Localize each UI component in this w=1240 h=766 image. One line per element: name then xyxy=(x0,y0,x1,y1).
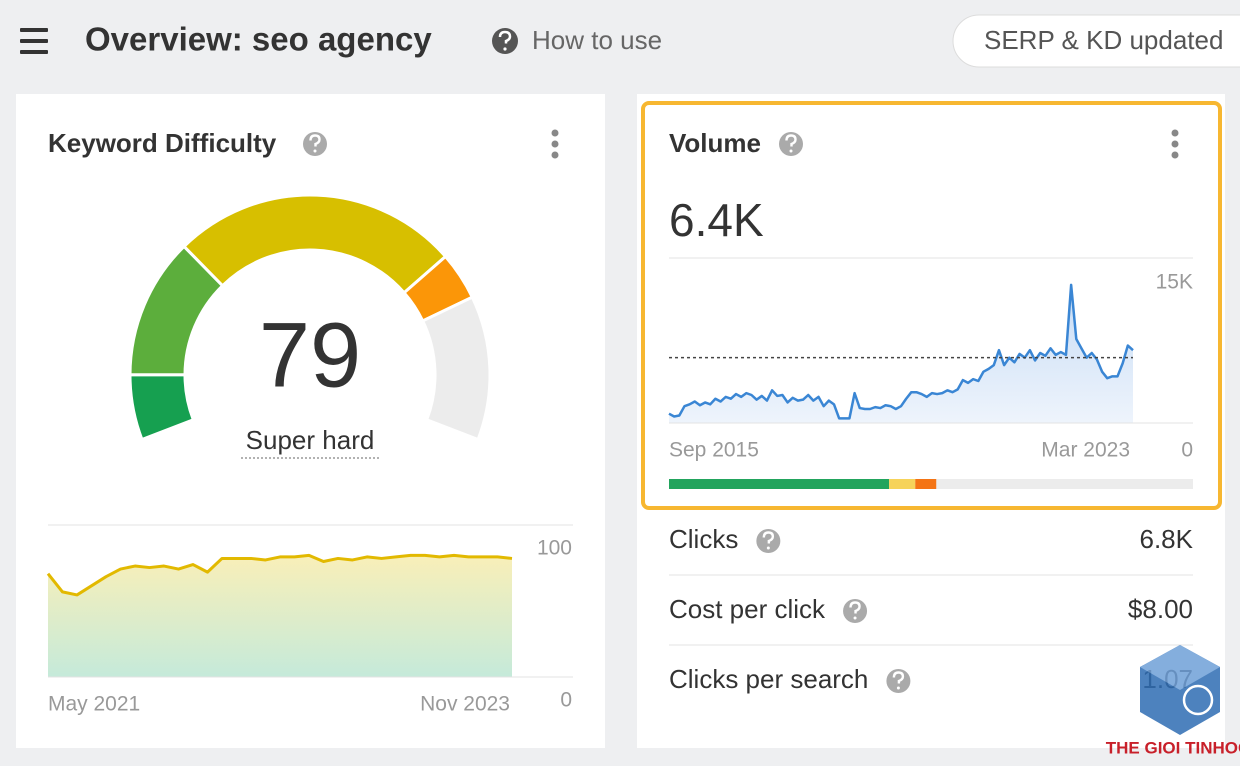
help-dot xyxy=(789,149,793,153)
line xyxy=(46,553,513,597)
help-icon xyxy=(886,669,911,693)
help-glyph xyxy=(785,134,797,147)
intent-segment xyxy=(889,479,916,489)
badge-text: SERP & KD updated xyxy=(984,25,1223,55)
help-text: How to use xyxy=(532,25,662,55)
kd-value: 79 xyxy=(259,304,361,406)
help-dot xyxy=(896,686,900,690)
help-dot xyxy=(853,616,857,620)
watermark-text: THE GIOI TINHOC xyxy=(1106,738,1240,757)
kd-title: Keyword Difficulty xyxy=(48,128,277,158)
kd-label: Super hard xyxy=(246,425,375,455)
volume-menu[interactable] xyxy=(1171,129,1179,159)
y-tick-label: 15K xyxy=(1156,271,1193,294)
logo-face xyxy=(1140,645,1220,690)
volume-value: 6.4K xyxy=(669,194,764,246)
x-label: Nov 2023 xyxy=(420,693,510,716)
x-label: Mar 2023 xyxy=(1041,439,1130,462)
help-link[interactable]: How to use xyxy=(492,25,662,55)
logo-globe xyxy=(1182,684,1214,716)
help-glyph xyxy=(849,601,861,614)
help-dot xyxy=(313,149,317,153)
page-title: Overview: seo agency xyxy=(85,21,432,58)
metric-value: 6.8K xyxy=(1140,524,1194,554)
gauge-track xyxy=(420,295,492,442)
volume-title: Volume xyxy=(669,128,761,158)
help-dot xyxy=(766,546,770,550)
intent-segment xyxy=(915,479,937,489)
watermark-logo xyxy=(1140,645,1220,735)
highlight-box xyxy=(641,101,1222,510)
x-label: Sep 2015 xyxy=(669,439,759,462)
help-icon xyxy=(756,529,781,553)
help-glyph xyxy=(309,134,321,147)
y-tick-label: 0 xyxy=(560,689,572,712)
area xyxy=(669,284,1133,423)
metric-value: $8.00 xyxy=(1128,594,1193,624)
help-glyph xyxy=(762,531,775,544)
help-icon xyxy=(779,132,803,156)
intent-segment xyxy=(669,479,890,489)
metric-label: Cost per click xyxy=(669,594,826,624)
metric-label: Clicks xyxy=(669,524,738,554)
gauge-fill xyxy=(181,193,448,295)
x-label: May 2021 xyxy=(48,693,140,716)
menu-button[interactable] xyxy=(20,28,48,54)
y-tick-label: 0 xyxy=(1181,439,1193,462)
kd-menu[interactable] xyxy=(551,129,559,159)
area xyxy=(48,555,512,677)
y-tick-label: 100 xyxy=(537,537,572,560)
update-badge[interactable] xyxy=(952,14,1240,68)
help-glyph xyxy=(892,671,905,684)
help-icon xyxy=(303,132,327,156)
metric-label: Clicks per search xyxy=(669,664,868,694)
help-icon xyxy=(843,599,868,623)
line xyxy=(668,283,1134,420)
